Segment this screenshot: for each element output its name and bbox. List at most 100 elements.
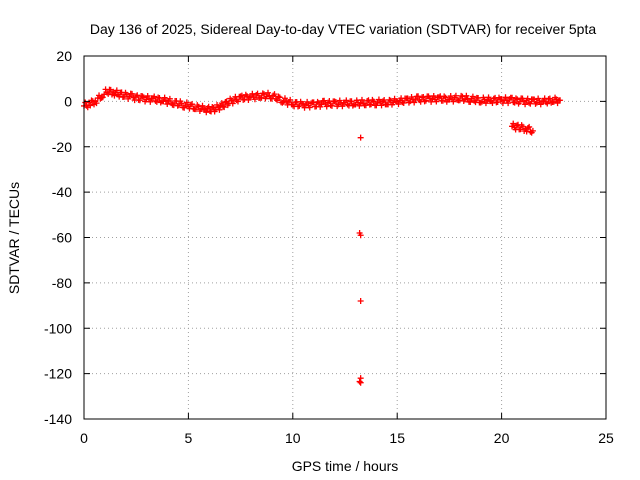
data-point [183,99,190,106]
data-point [306,104,313,111]
data-point [218,100,225,107]
y-axis-label: SDTVAR / TECUs [6,182,22,294]
data-point [531,96,538,103]
data-point [381,96,388,103]
data-point [221,104,228,111]
data-point [524,124,531,131]
data-point [370,98,377,105]
data-point [485,94,492,101]
data-point [238,92,245,99]
data-point [339,103,346,110]
data-point [265,89,272,96]
y-tick-label: 0 [64,93,72,109]
data-point [178,100,185,107]
data-point [87,102,94,109]
data-point [433,98,440,105]
data-point [356,102,363,109]
data-point [456,97,463,104]
data-point [511,99,518,106]
data-point [526,123,533,130]
data-points [81,86,564,386]
y-tick-label: -140 [44,411,72,427]
data-point [510,120,517,127]
outlier-point [357,298,364,305]
data-point [344,101,351,108]
data-point [216,106,223,113]
data-point [428,98,435,105]
data-point [254,90,261,97]
data-point [88,97,95,104]
data-point [522,101,529,108]
data-point [502,94,509,101]
data-point [343,97,350,104]
data-point [537,101,544,108]
x-tick-label: 10 [285,430,301,446]
data-point [482,100,489,107]
data-point [475,94,482,101]
y-tick-label: -100 [44,320,72,336]
data-point [187,101,194,108]
data-point [314,98,321,105]
data-point [287,96,294,103]
data-point [93,100,100,107]
x-tick-label: 25 [598,430,614,446]
data-point [129,90,136,97]
outlier-point [357,232,364,239]
data-point [422,97,429,104]
y-tick-label: -20 [52,139,72,155]
data-point [452,92,459,99]
x-tick-label: 5 [185,430,193,446]
data-point [526,99,533,106]
data-point [249,90,256,97]
data-point [139,93,146,100]
data-point [147,98,154,105]
data-point [199,102,206,109]
x-tick-label: 0 [80,430,88,446]
data-point [469,93,476,100]
y-tick-label: -80 [52,275,72,291]
outlier-point [357,134,364,141]
data-point [136,97,143,104]
data-point [477,99,484,106]
data-point [541,95,548,102]
data-point [259,90,266,97]
data-point [161,94,168,101]
data-point [258,94,265,101]
data-point [378,102,385,109]
data-point [490,95,497,102]
data-point [458,92,465,99]
data-point [111,92,118,99]
data-point [234,98,241,105]
data-point [113,87,120,94]
data-point [532,100,539,107]
data-point [447,93,454,100]
data-point [512,95,519,102]
data-point [415,93,422,100]
data-point [152,97,159,104]
data-point [399,99,406,106]
data-point [546,95,553,102]
data-point [304,98,311,105]
y-tick-label: -60 [52,230,72,246]
data-point [279,99,286,106]
data-point [251,96,258,103]
data-point [189,101,196,108]
data-point [441,93,448,100]
data-point [467,99,474,106]
data-point [105,90,112,97]
data-point [144,92,151,99]
data-point [301,104,308,111]
data-point [156,95,163,102]
data-point [153,98,160,105]
data-point [151,93,158,100]
data-point [134,92,141,99]
data-point [435,94,442,101]
data-point [203,109,210,116]
x-tick-label: 20 [494,430,510,446]
data-point [166,95,173,102]
chart-title: Day 136 of 2025, Sidereal Day-to-day VTE… [90,21,597,37]
data-point [395,101,402,108]
data-point [411,99,418,106]
